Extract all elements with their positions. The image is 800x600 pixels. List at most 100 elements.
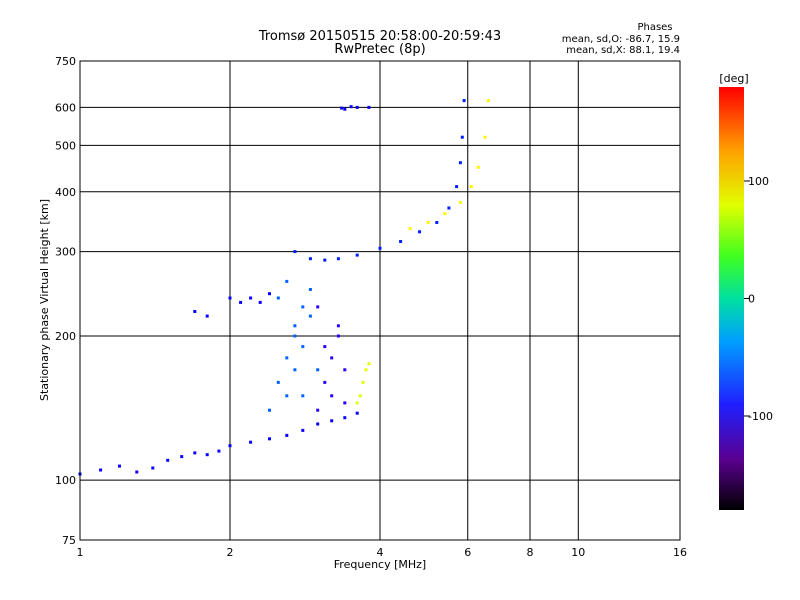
x-axis-label: Frequency [MHz] bbox=[334, 558, 426, 571]
echo-point bbox=[205, 453, 209, 457]
echo-point bbox=[301, 394, 305, 398]
echo-point bbox=[418, 230, 421, 234]
echo-point bbox=[364, 368, 368, 372]
echo-point bbox=[476, 165, 480, 169]
stats-heading: Phases bbox=[637, 22, 672, 33]
echo-point bbox=[458, 200, 462, 204]
echo-point bbox=[268, 292, 271, 296]
plot-frame bbox=[79, 60, 681, 541]
echo-point bbox=[469, 185, 473, 189]
echo-point bbox=[330, 419, 334, 423]
echo-point bbox=[343, 401, 347, 405]
echo-point bbox=[323, 345, 327, 349]
echo-point bbox=[443, 212, 447, 216]
echo-point bbox=[268, 408, 271, 412]
echo-point bbox=[340, 106, 344, 110]
y-tick-label: 100 bbox=[55, 474, 76, 487]
echo-point bbox=[228, 444, 232, 448]
echo-point bbox=[336, 334, 340, 338]
echo-point bbox=[193, 451, 197, 455]
chart-subtitle: RwPretec (8p) bbox=[334, 42, 425, 57]
echo-point bbox=[205, 314, 209, 318]
colorbar-label: [deg] bbox=[719, 72, 748, 85]
y-tick-label: 400 bbox=[55, 186, 76, 199]
y-tick-label: 200 bbox=[55, 330, 76, 343]
x-tick-label: 2 bbox=[227, 546, 234, 559]
echo-point bbox=[343, 416, 347, 420]
y-tick-label: 75 bbox=[62, 534, 76, 547]
x-tick-label: 16 bbox=[673, 546, 687, 559]
echo-point bbox=[118, 464, 121, 468]
echo-point bbox=[228, 296, 232, 300]
y-axis-label: Stationary phase Virtual Height [km] bbox=[38, 199, 51, 401]
y-tick-label: 600 bbox=[55, 101, 76, 114]
echo-point bbox=[330, 356, 334, 360]
echo-point bbox=[293, 334, 297, 338]
colorbar bbox=[719, 87, 744, 510]
echo-point bbox=[151, 466, 155, 470]
echo-point bbox=[426, 221, 430, 224]
y-tick-label: 300 bbox=[55, 246, 76, 259]
echo-point bbox=[285, 279, 289, 283]
echo-point bbox=[217, 449, 221, 453]
echo-point bbox=[166, 458, 170, 462]
echo-point bbox=[180, 455, 184, 459]
echo-point bbox=[323, 380, 327, 384]
echo-point bbox=[249, 296, 253, 300]
echo-point bbox=[316, 368, 320, 372]
echo-point bbox=[336, 257, 340, 261]
echo-point bbox=[308, 288, 312, 291]
echo-point bbox=[293, 368, 297, 372]
echo-point bbox=[367, 362, 371, 366]
echo-point bbox=[268, 437, 271, 441]
echo-point bbox=[458, 161, 462, 165]
echo-point bbox=[285, 394, 289, 398]
echo-point bbox=[258, 300, 262, 304]
colorbar-ticks: 100 0 -100 bbox=[744, 175, 773, 423]
echo-point bbox=[285, 356, 289, 360]
echo-point bbox=[135, 470, 139, 474]
echo-point bbox=[483, 135, 487, 139]
echo-point bbox=[447, 206, 451, 210]
echo-point bbox=[355, 411, 359, 415]
echo-point bbox=[276, 296, 280, 300]
echo-point bbox=[330, 394, 334, 398]
echo-point bbox=[343, 107, 347, 111]
echo-point bbox=[355, 401, 359, 405]
echo-point bbox=[486, 99, 490, 103]
echo-point bbox=[308, 257, 312, 261]
points-layer bbox=[78, 99, 490, 476]
echo-point bbox=[301, 345, 305, 349]
echo-point bbox=[367, 105, 371, 109]
echo-point bbox=[301, 305, 305, 309]
echo-point bbox=[308, 314, 312, 318]
echo-point bbox=[336, 324, 340, 328]
echo-point bbox=[323, 258, 327, 262]
echo-point bbox=[343, 368, 347, 372]
y-tick-label: 500 bbox=[55, 139, 76, 152]
echo-point bbox=[301, 428, 305, 432]
echo-point bbox=[316, 422, 320, 426]
echo-point bbox=[293, 324, 297, 328]
echo-point bbox=[355, 105, 359, 109]
echo-point bbox=[408, 227, 412, 231]
echo-point bbox=[285, 433, 289, 437]
x-tick-label: 8 bbox=[527, 546, 534, 559]
echo-point bbox=[349, 105, 353, 109]
echo-point bbox=[355, 253, 359, 257]
echo-point bbox=[316, 305, 320, 309]
colorbar-tick-label: -100 bbox=[748, 410, 773, 423]
echo-point bbox=[378, 246, 382, 250]
grid-layer bbox=[79, 60, 681, 541]
tick-layer: 1 2 4 6 8 10 16 75 100 200 300 400 500 600 750 bbox=[55, 55, 687, 559]
echo-point bbox=[460, 135, 464, 139]
echo-point bbox=[276, 380, 280, 384]
x-tick-label: 1 bbox=[77, 546, 84, 559]
echo-point bbox=[399, 240, 403, 243]
stats-x: mean, sd,X: 88.1, 19.4 bbox=[566, 45, 680, 56]
stats-o: mean, sd,O: -86.7, 15.9 bbox=[562, 34, 680, 45]
x-tick-label: 4 bbox=[377, 546, 384, 559]
y-tick-label: 750 bbox=[55, 55, 76, 68]
echo-point bbox=[293, 250, 297, 254]
x-tick-label: 6 bbox=[464, 546, 471, 559]
